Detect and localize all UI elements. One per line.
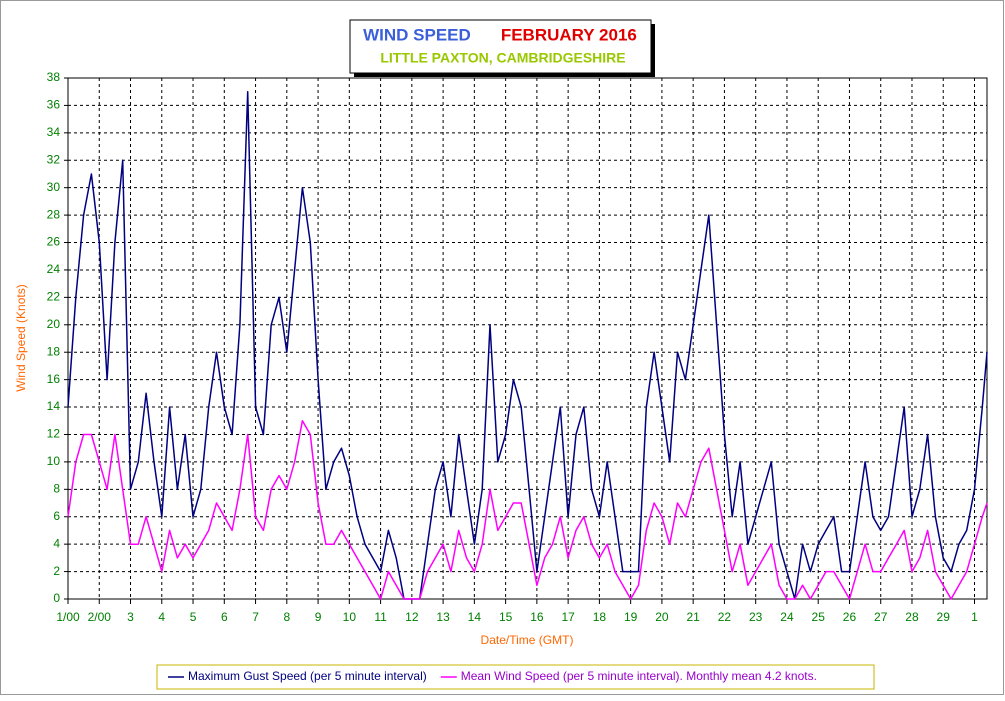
x-tick-label: 21	[686, 610, 700, 624]
x-tick-label: 1/00	[56, 610, 80, 624]
y-tick-label: 18	[47, 344, 61, 358]
y-tick-label: 16	[47, 372, 61, 386]
title: FEBRUARY 2016	[501, 25, 637, 44]
x-tick-label: 18	[593, 610, 607, 624]
title-box	[349, 19, 652, 74]
legend-box	[156, 664, 875, 690]
x-tick-label: 12	[405, 610, 419, 624]
x-tick-label: 4	[158, 610, 165, 624]
x-tick-label: 16	[530, 610, 544, 624]
x-tick-label: 22	[718, 610, 732, 624]
y-tick-label: 8	[53, 481, 60, 495]
x-tick-label: 8	[283, 610, 290, 624]
x-tick-label: 2/00	[88, 610, 112, 624]
y-tick-label: 4	[53, 536, 60, 550]
x-tick-label: 6	[221, 610, 228, 624]
title: WIND SPEED	[363, 25, 471, 44]
y-tick-label: 38	[47, 70, 61, 84]
legend-label: Maximum Gust Speed (per 5 minute interva…	[188, 669, 427, 683]
x-tick-label: 7	[252, 610, 259, 624]
x-axis-label: Date/Time (GMT)	[481, 633, 574, 647]
legend-label: Mean Wind Speed (per 5 minute interval).…	[461, 669, 817, 683]
x-tick-label: 15	[499, 610, 513, 624]
x-tick-label: 28	[905, 610, 919, 624]
x-tick-label: 25	[812, 610, 826, 624]
x-tick-label: 11	[374, 610, 387, 624]
x-tick-label: 29	[937, 610, 951, 624]
x-tick-label: 10	[343, 610, 357, 624]
x-tick-label: 1	[971, 610, 978, 624]
y-tick-label: 24	[47, 262, 61, 276]
y-tick-label: 22	[47, 290, 61, 304]
x-tick-label: 24	[780, 610, 794, 624]
y-tick-label: 26	[47, 235, 61, 249]
y-tick-label: 34	[47, 125, 61, 139]
x-tick-label: 26	[843, 610, 857, 624]
x-tick-label: 14	[468, 610, 482, 624]
x-tick-label: 19	[624, 610, 638, 624]
x-tick-label: 27	[874, 610, 888, 624]
x-tick-label: 9	[315, 610, 322, 624]
x-tick-label: 23	[749, 610, 763, 624]
y-axis-label: Wind Speed (Knots)	[14, 284, 28, 391]
x-tick-label: 20	[655, 610, 669, 624]
x-tick-label: 17	[561, 610, 575, 624]
y-tick-label: 20	[47, 317, 61, 331]
x-tick-label: 13	[436, 610, 450, 624]
y-tick-label: 2	[53, 564, 60, 578]
y-tick-label: 0	[53, 591, 60, 605]
y-tick-label: 28	[47, 207, 61, 221]
y-tick-label: 10	[47, 454, 61, 468]
plot-border	[67, 77, 988, 600]
x-tick-label: 5	[190, 610, 197, 624]
x-tick-label: 3	[127, 610, 134, 624]
y-tick-label: 12	[47, 427, 61, 441]
data-line	[67, 420, 988, 600]
y-tick-label: 6	[53, 509, 60, 523]
subtitle: LITTLE PAXTON, CAMBRIDGESHIRE	[380, 50, 625, 66]
y-tick-label: 30	[47, 180, 61, 194]
data-line	[67, 90, 988, 600]
y-tick-label: 32	[47, 152, 61, 166]
y-tick-label: 14	[47, 399, 61, 413]
y-tick-label: 36	[47, 98, 61, 112]
